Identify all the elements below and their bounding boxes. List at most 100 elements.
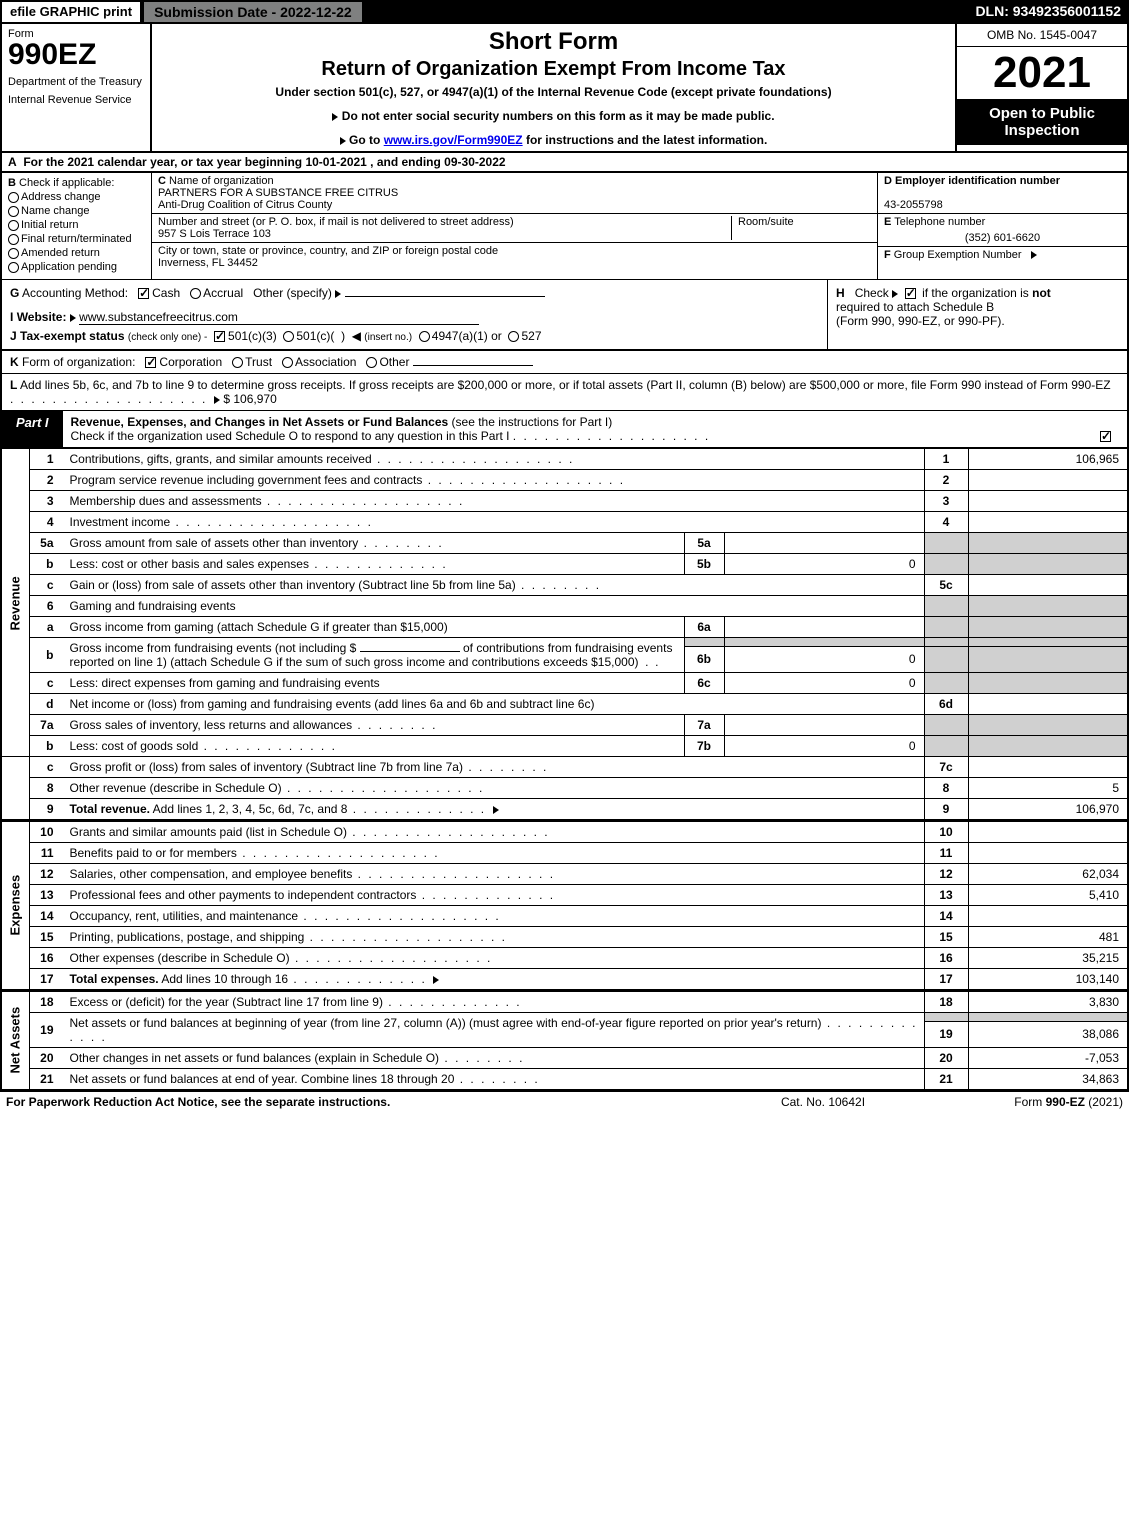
shaded-cell xyxy=(924,673,968,694)
line-no: b xyxy=(30,554,64,575)
line-no: 5a xyxy=(30,533,64,554)
page-footer: For Paperwork Reduction Act Notice, see … xyxy=(0,1090,1129,1112)
line-no: 15 xyxy=(30,927,64,948)
trust-label: Trust xyxy=(245,355,272,369)
line-desc: Excess or (deficit) for the year (Subtra… xyxy=(64,991,925,1013)
line-value xyxy=(968,575,1128,596)
501c-close: ) xyxy=(341,329,345,343)
triangle-icon xyxy=(1031,251,1037,259)
letter-j: J xyxy=(10,329,17,343)
line-no: 16 xyxy=(30,948,64,969)
line-no: a xyxy=(30,617,64,638)
section-h: H Check if the organization is not requi… xyxy=(827,280,1127,349)
line-desc: Less: direct expenses from gaming and fu… xyxy=(64,673,685,694)
other-org-input[interactable] xyxy=(413,365,533,366)
triangle-icon xyxy=(335,290,341,298)
check-if-applicable: Check if applicable: xyxy=(19,177,114,189)
line-ref: 20 xyxy=(924,1048,968,1069)
chk-accrual[interactable] xyxy=(190,288,201,299)
chk-final-return[interactable]: Final return/terminated xyxy=(8,233,145,245)
shaded-cell xyxy=(968,673,1128,694)
line-desc: Total revenue. Add lines 1, 2, 3, 4, 5c,… xyxy=(64,799,925,820)
association-label: Association xyxy=(295,355,356,369)
letter-c: C xyxy=(158,175,166,187)
chk-schedule-b-not-required[interactable] xyxy=(905,288,916,299)
triangle-icon xyxy=(70,314,76,322)
letter-l: L xyxy=(10,378,17,392)
letter-d: D xyxy=(884,175,892,187)
accrual-label: Accrual xyxy=(203,286,243,300)
chk-application-pending[interactable]: Application pending xyxy=(8,261,145,273)
note-ssn: Do not enter social security numbers on … xyxy=(158,109,949,123)
chk-schedule-o-part-i[interactable] xyxy=(1100,431,1111,442)
irs-link[interactable]: www.irs.gov/Form990EZ xyxy=(384,133,523,147)
chk-527[interactable] xyxy=(508,331,519,342)
subline-ref: 6a xyxy=(684,617,724,638)
section-a: A For the 2021 calendar year, or tax yea… xyxy=(0,153,1129,173)
chk-501c3[interactable] xyxy=(214,331,225,342)
org-name-row: C Name of organization PARTNERS FOR A SU… xyxy=(152,173,877,214)
chk-cash[interactable] xyxy=(138,288,149,299)
insert-no: (insert no.) xyxy=(364,332,412,343)
line-value xyxy=(968,906,1128,927)
shaded-cell xyxy=(924,596,968,617)
chk-corporation[interactable] xyxy=(145,357,156,368)
line-value xyxy=(968,821,1128,843)
line-no: 2 xyxy=(30,470,64,491)
submission-date-button[interactable]: Submission Date - 2022-12-22 xyxy=(142,0,364,24)
other-specify-input[interactable] xyxy=(345,296,545,297)
line-ref: 6d xyxy=(924,694,968,715)
subline-ref: 5b xyxy=(684,554,724,575)
line-desc: Professional fees and other payments to … xyxy=(64,885,925,906)
line-value xyxy=(968,843,1128,864)
chk-4947[interactable] xyxy=(419,331,430,342)
chk-name-change[interactable]: Name change xyxy=(8,205,145,217)
line-ref: 3 xyxy=(924,491,968,512)
name-label: Name of organization xyxy=(169,175,274,187)
line-ref: 5c xyxy=(924,575,968,596)
website-label: Website: xyxy=(17,310,67,324)
line-no: 12 xyxy=(30,864,64,885)
line-value: 5,410 xyxy=(968,885,1128,906)
subline-value: 0 xyxy=(724,673,924,694)
letter-a: A xyxy=(8,155,17,169)
line-no: 7a xyxy=(30,715,64,736)
line-value: 3,830 xyxy=(968,991,1128,1013)
6b-contrib-input[interactable] xyxy=(360,651,460,652)
shaded-cell xyxy=(968,554,1128,575)
501c-label: 501(c)( xyxy=(296,329,334,343)
shaded-cell xyxy=(924,554,968,575)
block-bcdef: B Check if applicable: Address change Na… xyxy=(0,173,1129,279)
street-value: 957 S Lois Terrace 103 xyxy=(158,228,271,240)
line-ref: 12 xyxy=(924,864,968,885)
form-of-org-label: Form of organization: xyxy=(22,355,135,369)
top-bar: efile GRAPHIC print Submission Date - 20… xyxy=(0,0,1129,24)
chk-other-org[interactable] xyxy=(366,357,377,368)
chk-trust[interactable] xyxy=(232,357,243,368)
chk-address-change[interactable]: Address change xyxy=(8,191,145,203)
line-value: 62,034 xyxy=(968,864,1128,885)
letter-k: K xyxy=(10,355,19,369)
form-number: 990EZ xyxy=(8,40,144,70)
chk-association[interactable] xyxy=(282,357,293,368)
netassets-sidebar: Net Assets xyxy=(1,991,30,1090)
header-mid: Short Form Return of Organization Exempt… xyxy=(152,24,955,151)
room-suite: Room/suite xyxy=(731,216,871,240)
line-ref: 4 xyxy=(924,512,968,533)
line-no: b xyxy=(30,638,64,673)
line-desc: Gross income from gaming (attach Schedul… xyxy=(64,617,685,638)
line-desc: Net income or (loss) from gaming and fun… xyxy=(64,694,925,715)
line-no: 19 xyxy=(30,1013,64,1048)
chk-initial-return[interactable]: Initial return xyxy=(8,219,145,231)
form-header: Form 990EZ Department of the Treasury In… xyxy=(0,24,1129,153)
efile-print-button[interactable]: efile GRAPHIC print xyxy=(0,0,142,24)
shaded-cell xyxy=(724,638,924,647)
letter-f: F xyxy=(884,249,891,261)
line-no: 10 xyxy=(30,821,64,843)
chk-501c[interactable] xyxy=(283,331,294,342)
line-no: 3 xyxy=(30,491,64,512)
line-value: 481 xyxy=(968,927,1128,948)
dots xyxy=(513,429,710,443)
chk-amended-return[interactable]: Amended return xyxy=(8,247,145,259)
line-desc: Membership dues and assessments xyxy=(64,491,925,512)
